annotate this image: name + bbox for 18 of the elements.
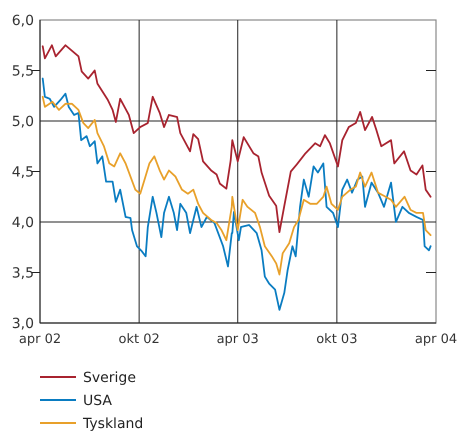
legend-label: Sverige xyxy=(83,370,136,386)
legend-label: Tyskland xyxy=(82,416,144,432)
x-tick-label: okt 02 xyxy=(118,332,160,347)
x-tick-label: apr 03 xyxy=(216,332,259,347)
line-series xyxy=(42,44,432,233)
y-tick-label: 5,0 xyxy=(12,114,34,130)
y-tick-label: 4,5 xyxy=(12,164,34,180)
line-series xyxy=(42,96,432,276)
legend-label: USA xyxy=(83,393,112,409)
line-series xyxy=(42,78,432,311)
y-tick-label: 3,0 xyxy=(12,316,34,332)
y-tick-label: 4,0 xyxy=(12,215,34,231)
x-tick-label: apr 04 xyxy=(414,332,458,347)
x-tick-label: okt 03 xyxy=(316,332,358,347)
y-tick-label: 5,5 xyxy=(12,64,34,80)
y-tick-label: 3,5 xyxy=(12,266,34,282)
y-tick-label: 6,0 xyxy=(12,13,34,29)
x-tick-label: apr 02 xyxy=(18,332,62,347)
